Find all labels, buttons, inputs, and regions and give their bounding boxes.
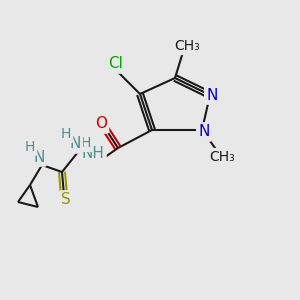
Text: H: H	[61, 127, 71, 141]
Text: N: N	[69, 136, 81, 152]
Text: S: S	[61, 193, 71, 208]
Text: H: H	[81, 136, 91, 150]
Text: N: N	[206, 88, 218, 103]
Text: CH₃: CH₃	[209, 150, 235, 164]
Text: O: O	[95, 116, 107, 131]
Text: H: H	[25, 140, 35, 154]
Text: CH₃: CH₃	[174, 39, 200, 53]
Text: NH: NH	[82, 146, 104, 161]
Text: N: N	[198, 124, 210, 140]
Text: Cl: Cl	[109, 56, 123, 71]
Text: N: N	[33, 149, 45, 164]
